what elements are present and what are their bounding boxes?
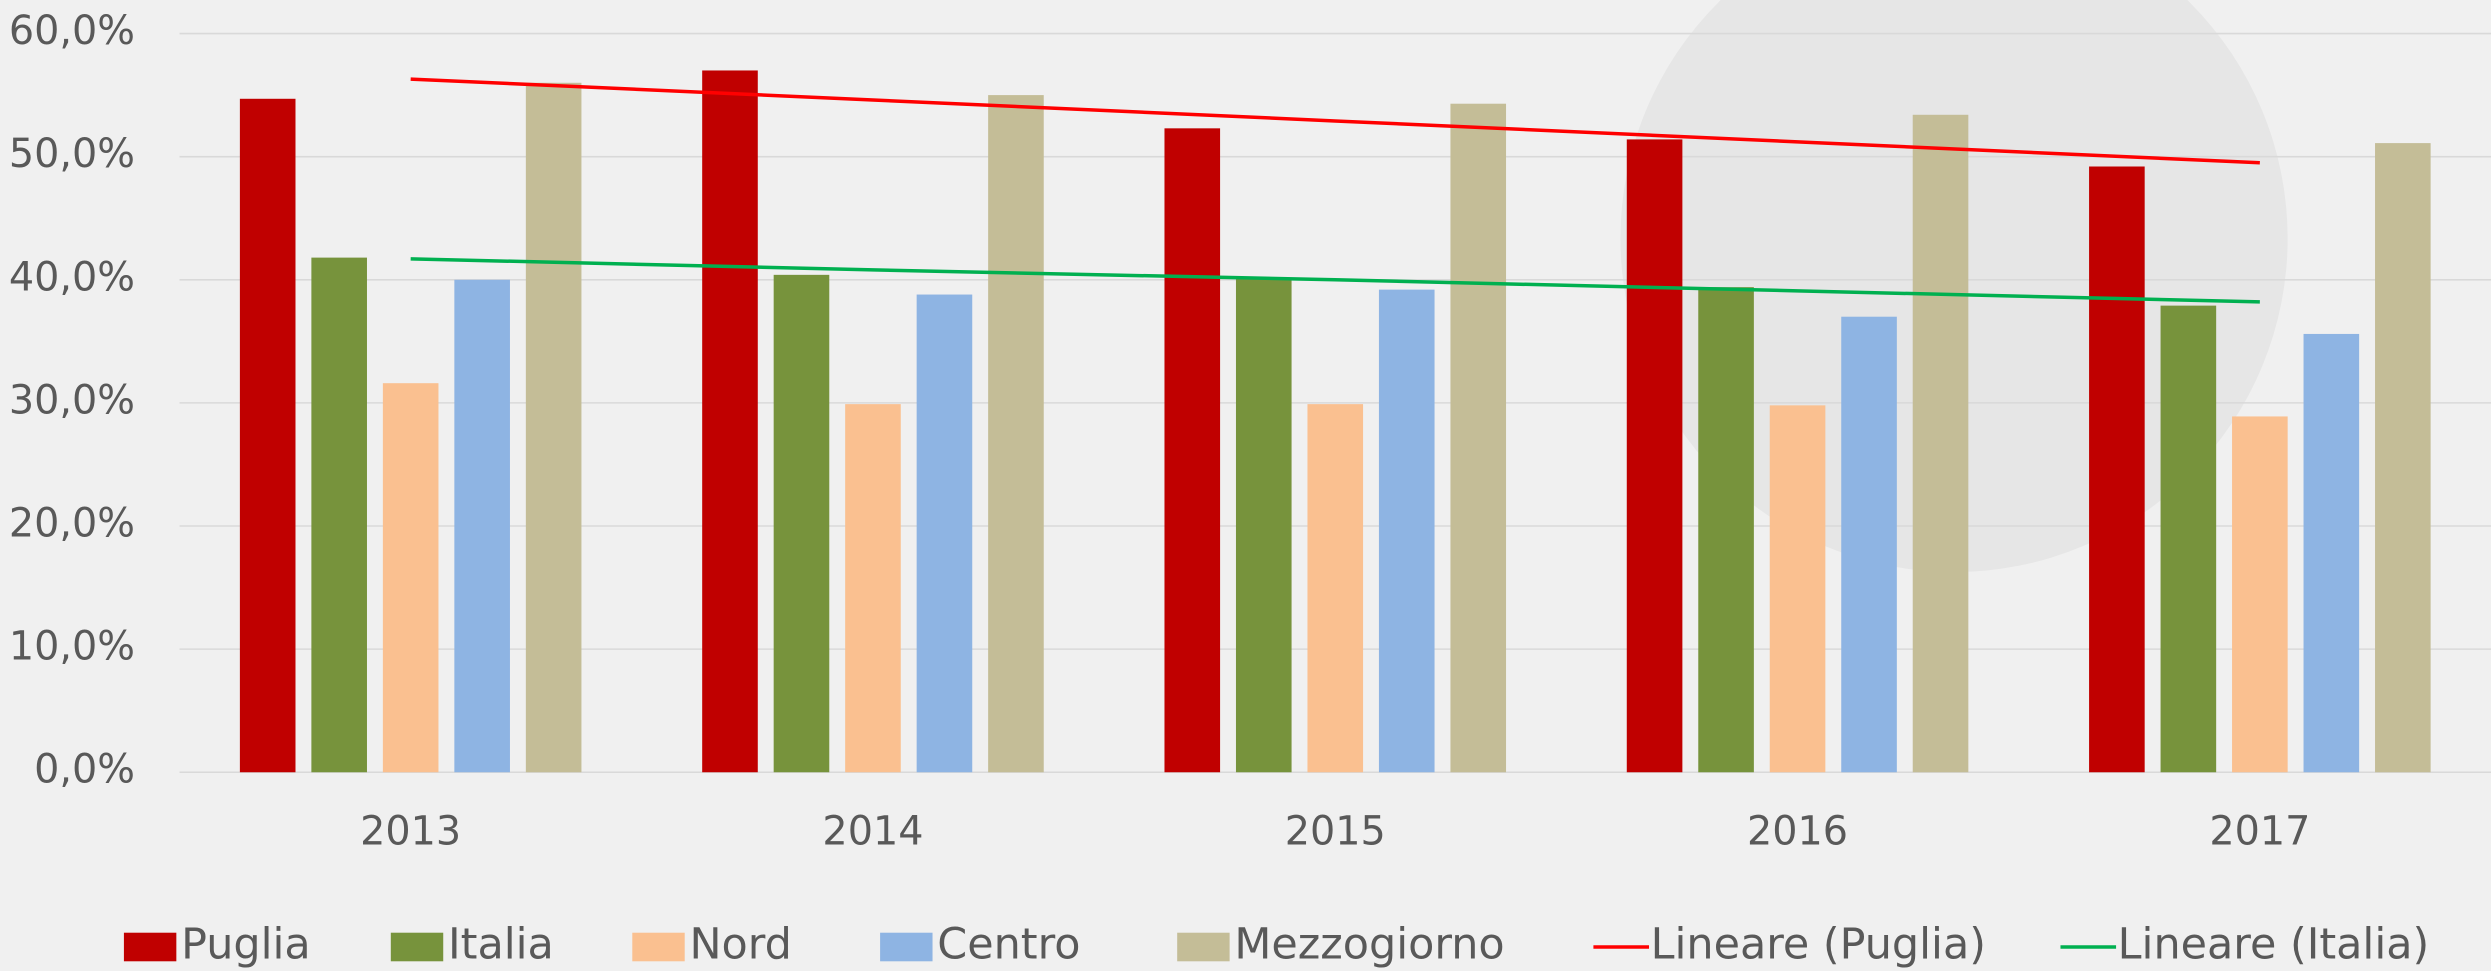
legend-label: Italia xyxy=(448,920,554,970)
x-tick-label: 2014 xyxy=(822,809,923,855)
bar xyxy=(2232,416,2288,773)
bar xyxy=(916,294,973,773)
bar xyxy=(1164,128,1221,773)
bar xyxy=(1841,316,1897,773)
y-tick-label: 20,0% xyxy=(9,501,135,547)
bar xyxy=(1912,114,1969,773)
y-tick-label: 60,0% xyxy=(9,8,135,54)
bar xyxy=(1698,287,1754,773)
legend-swatch xyxy=(123,932,177,962)
bar xyxy=(1235,278,1292,773)
bar xyxy=(1450,103,1507,773)
x-tick-label: 2015 xyxy=(1285,809,1386,855)
legend-label: Lineare (Puglia) xyxy=(1651,920,1986,970)
bar xyxy=(239,98,296,773)
bar xyxy=(2375,143,2431,773)
bar xyxy=(382,383,439,773)
bar xyxy=(773,274,830,773)
legend-label: Centro xyxy=(937,920,1080,970)
trend-line xyxy=(410,77,2260,165)
y-tick-label: 40,0% xyxy=(9,254,135,300)
x-tick-label: 2017 xyxy=(2209,809,2310,855)
y-tick-label: 30,0% xyxy=(9,377,135,423)
bar xyxy=(1769,405,1826,773)
bar xyxy=(1378,289,1435,773)
trend-line xyxy=(410,257,2260,304)
bar xyxy=(1307,404,1364,773)
legend-label: Lineare (Italia) xyxy=(2118,920,2430,970)
bar xyxy=(702,70,758,773)
bar xyxy=(311,257,367,773)
legend-swatch xyxy=(632,932,685,962)
y-tick-label: 10,0% xyxy=(9,624,135,670)
x-tick-label: 2013 xyxy=(360,809,461,855)
bar xyxy=(454,279,510,773)
legend-label: Puglia xyxy=(181,920,311,970)
bar xyxy=(525,82,582,773)
bar xyxy=(2303,333,2360,773)
bar xyxy=(2160,305,2217,773)
legend-swatch xyxy=(880,932,933,962)
x-tick-label: 2016 xyxy=(1747,809,1848,855)
bar xyxy=(988,95,1044,773)
y-tick-label: 50,0% xyxy=(9,131,135,177)
bar xyxy=(2089,166,2145,773)
legend-label: Nord xyxy=(689,920,791,970)
bar xyxy=(845,404,901,773)
legend-swatch xyxy=(1177,932,1230,962)
legend-swatch xyxy=(390,932,444,962)
legend-label: Mezzogiorno xyxy=(1234,920,1504,970)
bar xyxy=(1626,139,1683,773)
y-tick-label: 0,0% xyxy=(34,747,135,793)
